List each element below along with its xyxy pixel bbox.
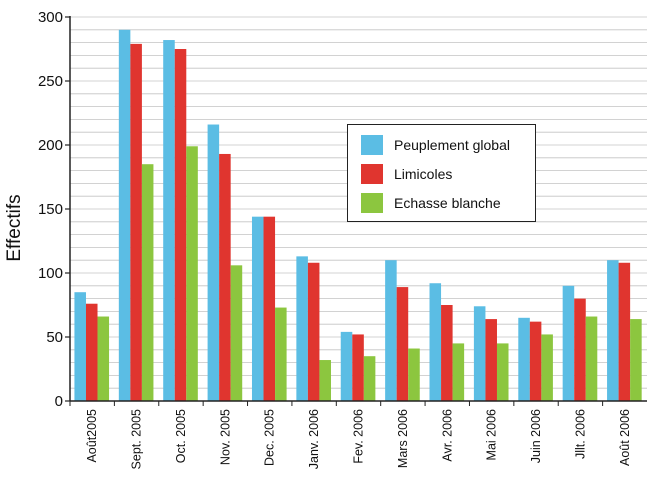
bar — [408, 348, 420, 401]
bar — [251, 216, 264, 401]
y-axis-label: Effectifs — [4, 194, 25, 262]
bar — [275, 307, 287, 401]
bar — [263, 216, 276, 401]
bar — [97, 316, 110, 401]
x-tick-label: Août 2006 — [618, 409, 632, 466]
y-tick-label: 50 — [46, 329, 63, 346]
bar — [174, 49, 187, 401]
bar — [630, 319, 642, 401]
bar — [118, 29, 131, 402]
legend-item-limicoles: Limicoles — [361, 163, 452, 185]
bar — [529, 321, 542, 401]
bar — [485, 319, 497, 401]
bar — [473, 306, 486, 401]
legend-label: Echasse blanche — [394, 195, 501, 211]
x-tick-label: Juin 2006 — [529, 409, 543, 463]
x-tick-label: Sept. 2005 — [130, 409, 144, 470]
legend-swatch — [361, 193, 383, 213]
x-tick-label: Avr. 2006 — [440, 409, 454, 462]
x-tick-label: Fev. 2006 — [352, 409, 366, 464]
x-tick-label: Oct. 2005 — [174, 409, 188, 463]
bar — [186, 146, 198, 401]
x-tick-labels: Août2005 Sept. 2005 Oct. 2005 Nov. 2005 Dec.… — [85, 409, 632, 470]
bar — [85, 303, 98, 401]
bar — [319, 360, 331, 401]
bar — [352, 334, 364, 401]
legend-swatch — [361, 135, 383, 155]
x-tick-label: Jllt. 2006 — [573, 409, 587, 459]
bar — [441, 305, 453, 401]
bars — [74, 29, 642, 402]
y-tick-labels: 0 50 100 150 200 250 300 — [38, 9, 63, 410]
bar — [607, 260, 619, 401]
y-tick-label: 250 — [38, 73, 63, 90]
bar — [541, 334, 553, 401]
legend-item-peuplement-global: Peuplement global — [361, 134, 510, 156]
bar — [585, 316, 598, 401]
legend-label: Peuplement global — [394, 137, 510, 153]
x-tick-label: Mars 2006 — [396, 409, 410, 468]
x-tick-label: Janv. 2006 — [307, 409, 321, 469]
y-tick-label: 200 — [38, 137, 63, 154]
legend-item-echasse-blanche: Echasse blanche — [361, 192, 501, 214]
axes — [65, 16, 647, 406]
legend: Peuplement global Limicoles Echasse blan… — [347, 124, 536, 222]
x-tick-label: Mai 2006 — [485, 409, 499, 460]
legend-label: Limicoles — [394, 166, 453, 182]
bar — [219, 153, 231, 401]
bar — [207, 124, 220, 402]
bar — [618, 262, 631, 401]
x-tick-label: Août2005 — [85, 409, 99, 463]
bar — [396, 287, 409, 401]
bar — [74, 292, 86, 401]
x-tick-label: Dec. 2005 — [263, 409, 277, 466]
y-tick-label: 150 — [38, 201, 63, 218]
y-tick-label: 100 — [38, 265, 63, 282]
bar — [141, 164, 154, 401]
bar — [496, 343, 509, 401]
bar — [518, 317, 530, 401]
x-tick-label: Nov. 2005 — [218, 409, 232, 465]
bar — [363, 356, 376, 401]
y-tick-label: 300 — [38, 9, 63, 26]
bar — [574, 298, 586, 401]
bar — [130, 43, 142, 401]
bar — [163, 40, 175, 401]
bar — [385, 260, 397, 401]
bar — [307, 262, 320, 401]
bar — [429, 283, 442, 401]
bar — [562, 285, 575, 401]
bar — [452, 343, 465, 401]
bar — [296, 256, 308, 401]
legend-swatch — [361, 164, 383, 184]
bar — [340, 331, 353, 401]
y-tick-label: 0 — [55, 393, 63, 410]
bar — [230, 265, 243, 401]
